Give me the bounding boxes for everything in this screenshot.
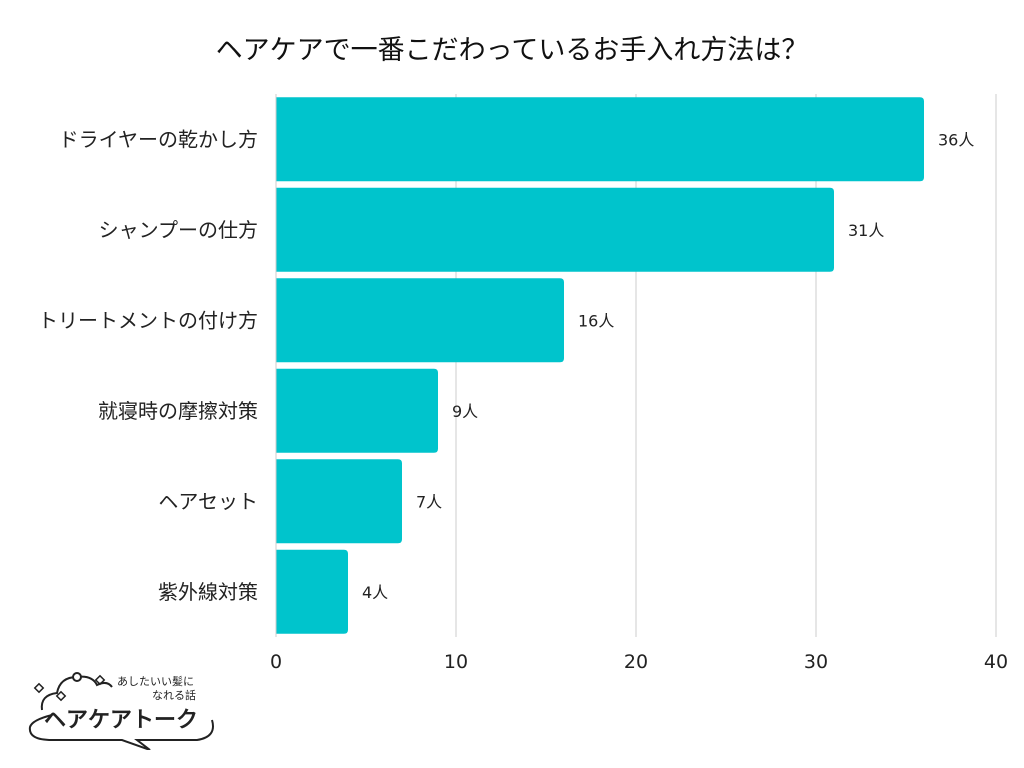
bar [276,278,564,363]
bar [276,368,438,453]
bar [276,459,402,544]
x-tick-label: 0 [270,651,282,673]
category-label: ヘアセット [158,489,258,513]
category-label: 就寝時の摩擦対策 [98,399,258,423]
bar [276,549,348,634]
category-label: ドライヤーの乾かし方 [59,127,258,151]
category-label: 紫外線対策 [158,580,258,604]
logo-tagline-1: あしたいい髪に [117,674,194,688]
logo-name: ヘアケアトーク [44,708,198,733]
bar [276,187,834,272]
bar [276,97,924,182]
category-label: シャンプーの仕方 [99,218,258,242]
x-tick-label: 40 [984,651,1008,673]
data-label: 31人 [848,221,884,240]
data-label: 36人 [938,130,974,149]
category-label: トリートメントの付け方 [38,308,258,332]
x-tick-label: 30 [804,651,828,673]
x-tick-label: 20 [624,651,648,673]
data-label: 16人 [578,311,614,330]
chart-title: ヘアケアで一番こだわっているお手入れ方法は？ [215,35,809,66]
data-label: 7人 [416,492,442,511]
x-tick-label: 10 [444,651,468,673]
data-label: 4人 [362,583,388,602]
data-label: 9人 [452,402,478,421]
logo-tagline-2: なれる話 [152,688,196,702]
hair-care-talk-logo: あしたいい髪に なれる話 ヘアケアトーク [28,672,214,750]
